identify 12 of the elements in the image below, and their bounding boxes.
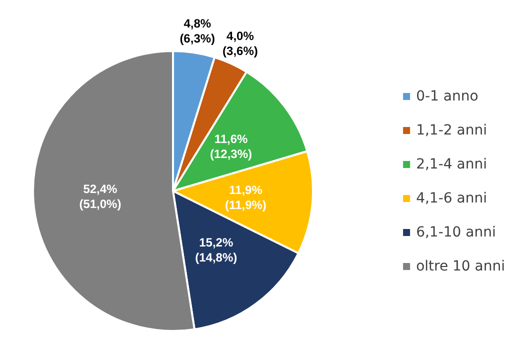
legend-label: 6,1-10 anni [416,224,496,240]
data-label: 4,8% (6,3%) [180,16,216,46]
data-label: 11,9% (11,9%) [225,182,266,212]
legend-label: 1,1-2 anni [416,122,487,138]
data-label: 52,4% (51,0%) [79,182,122,212]
legend-label: 4,1-6 anni [416,190,487,206]
legend-label: 2,1-4 anni [416,156,487,172]
data-label: 4,0% (3,6%) [222,29,258,58]
data-label: 11,6% (12,3%) [210,132,252,162]
data-label: 15,2% (14,8%) [195,235,238,264]
legend-label: oltre 10 anni [416,258,505,274]
legend-label: 0-1 anno [416,88,478,104]
